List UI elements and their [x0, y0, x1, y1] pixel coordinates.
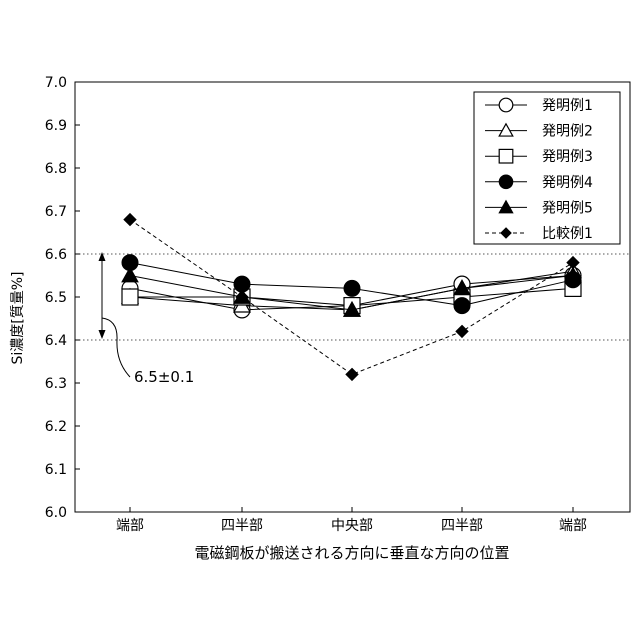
- data-point: [344, 280, 360, 296]
- x-tick-label: 端部: [559, 518, 587, 534]
- legend-marker: [499, 98, 513, 112]
- data-point: [122, 289, 138, 305]
- data-point: [454, 298, 470, 314]
- legend-label: 発明例5: [542, 200, 593, 216]
- y-tick-label: 6.3: [45, 376, 67, 392]
- x-tick-label: 端部: [116, 518, 144, 534]
- y-tick-label: 6.9: [45, 118, 67, 134]
- legend-box: [474, 92, 620, 244]
- y-tick-label: 6.2: [45, 419, 67, 435]
- legend-label: 発明例2: [542, 124, 593, 140]
- x-tick-label: 四半部: [441, 518, 483, 534]
- legend-label: 発明例1: [542, 98, 593, 114]
- legend-label: 比較例1: [542, 226, 593, 242]
- legend: 発明例1 発明例2 発明例3 発明例4 発明例5 比較例1: [474, 92, 620, 244]
- legend-label: 発明例3: [542, 149, 593, 165]
- legend-marker: [499, 149, 513, 163]
- x-tick-label: 四半部: [221, 518, 263, 534]
- legend-label: 発明例4: [542, 175, 593, 191]
- y-tick-label: 6.5: [45, 290, 67, 306]
- y-tick-label: 7.0: [45, 75, 67, 91]
- x-axis-label: 電磁鋼板が搬送される方向に垂直な方向の位置: [194, 544, 509, 562]
- y-tick-label: 6.4: [45, 333, 67, 349]
- y-tick-label: 6.1: [45, 462, 67, 478]
- tolerance-label: 6.5±0.1: [134, 368, 194, 386]
- legend-marker: [499, 175, 513, 189]
- y-tick-label: 6.7: [45, 204, 67, 220]
- y-axis-label: Si濃度[質量%]: [10, 271, 26, 364]
- y-tick-label: 6.6: [45, 247, 67, 263]
- y-tick-label: 6.0: [45, 505, 67, 521]
- y-tick-label: 6.8: [45, 161, 67, 177]
- x-tick-label: 中央部: [331, 518, 373, 534]
